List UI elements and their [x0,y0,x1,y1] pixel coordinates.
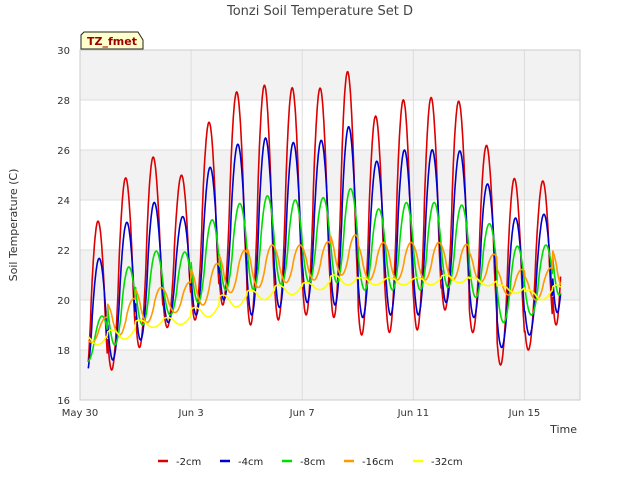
legend-label: -8cm [300,457,325,468]
y-tick-label: 22 [57,246,70,257]
legend: -2cm -4cm -8cm -16cm -32cm [158,457,463,468]
y-tick-label: 16 [57,396,70,407]
station-badge-box [80,31,144,50]
series-line-4cm [87,126,562,369]
legend-label: -16cm [362,457,394,468]
x-tick-label: May 30 [62,408,99,419]
gridlines [79,49,580,401]
y-tick-label: 24 [57,196,70,207]
legend-item: -4cm [220,457,263,468]
y-tick-label: 20 [57,296,70,307]
x-tick-label: Jun 7 [289,408,315,419]
station-badge-label: TZ_fmet [87,35,137,48]
station-badge: TZ_fmet [80,31,144,50]
legend-label: -32cm [431,457,463,468]
legend-label: -4cm [238,457,263,468]
x-tick-label: Jun 3 [178,408,204,419]
series-line-8cm [87,187,562,363]
x-tick-label: Jun 15 [508,408,541,419]
x-axis-ticks: May 30 Jun 3 Jun 7 Jun 11 Jun 15 [62,408,540,419]
legend-item: -2cm [158,457,201,468]
series-lines [87,70,562,371]
chart-title: Tonzi Soil Temperature Set D [226,4,413,19]
y-tick-label: 26 [57,146,70,157]
y-axis-ticks: 16 18 20 22 24 26 28 30 [57,46,70,407]
y-axis-label: Soil Temperature (C) [7,169,20,282]
series-line-2cm [87,70,562,371]
plot-frame [79,49,581,401]
y-tick-label: 30 [57,46,70,57]
x-tick-label: Jun 11 [397,408,430,419]
legend-item: -32cm [413,457,463,468]
legend-item: -8cm [282,457,325,468]
legend-label: -2cm [176,457,201,468]
plot-band [80,350,580,400]
legend-item: -16cm [344,457,394,468]
series-line-16cm [87,234,562,344]
plot-band [80,150,580,200]
x-axis-label: Time [549,423,577,436]
y-tick-label: 28 [57,96,70,107]
y-tick-label: 18 [57,346,70,357]
plot-bands [80,50,580,400]
plot-band [80,50,580,100]
series-line-32cm [87,274,562,346]
